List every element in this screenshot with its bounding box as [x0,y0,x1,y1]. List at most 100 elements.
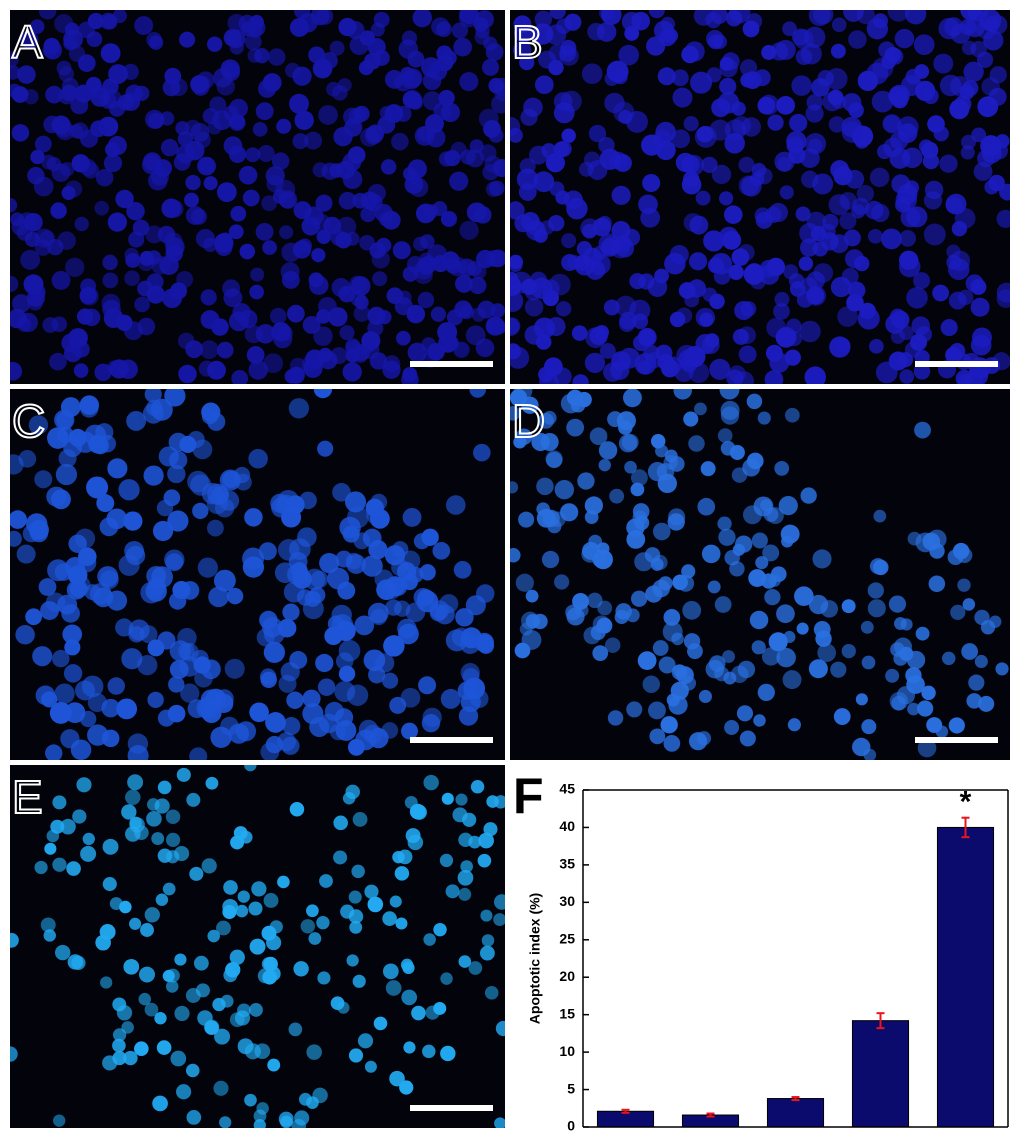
cell [12,294,31,313]
cell [155,893,169,906]
cell [216,341,234,359]
cell [380,159,397,175]
cell [899,229,917,247]
cell [184,192,199,208]
cell [174,953,187,966]
cell [774,291,790,307]
cell [701,156,718,174]
cell [288,398,310,419]
cell [518,183,537,201]
cell [525,589,539,603]
cell [521,278,538,295]
cell [457,869,474,886]
cell [324,626,343,646]
cell [800,487,817,504]
cell [860,620,874,634]
cell [319,553,340,574]
cell [945,197,963,214]
cell [412,10,432,28]
cell [584,496,604,515]
error-bar [961,816,970,839]
cell [784,349,801,366]
cell [611,351,631,371]
cell [615,295,637,317]
cell [260,671,277,688]
cell [317,678,336,696]
cell [207,929,220,943]
cell [728,264,744,280]
cell [345,552,363,570]
cell [156,1040,172,1055]
cell [47,427,69,449]
cell [407,834,424,851]
chart-background [510,765,1015,1134]
cell [904,10,927,25]
cell [164,232,183,251]
cell [256,1102,269,1115]
cell [256,628,275,647]
cell [761,647,781,666]
cell [10,51,19,68]
cell [174,1005,190,1022]
cell [45,85,64,104]
cell [789,273,805,289]
cell [995,134,1010,149]
cell [531,277,553,299]
cell [560,90,582,112]
cell [736,705,754,722]
cell [342,362,362,382]
cell [151,255,171,275]
cell [401,370,419,384]
cell [477,853,492,868]
cell [760,499,773,512]
cell [473,17,489,32]
cell [179,435,197,454]
cell [966,693,982,709]
cell [534,10,553,29]
cell [121,648,143,670]
cell [423,774,439,791]
cell [292,240,312,259]
cell [129,917,142,930]
cell [673,389,692,400]
cell [329,40,345,56]
cell [711,164,732,185]
cell [764,589,781,606]
cell [550,511,566,528]
cell [395,917,408,930]
cell [626,518,645,537]
cell [54,14,74,34]
cell [107,136,127,156]
cell [80,845,97,862]
cell [30,149,45,165]
cell [561,254,579,272]
cell [425,114,444,134]
cell [289,93,309,114]
cell [367,602,389,624]
cell [409,803,426,820]
cell [423,933,436,946]
cell [323,216,342,235]
cell [101,729,120,748]
cell [688,435,705,452]
cell [889,308,906,325]
cell [55,121,75,141]
cell [42,317,59,333]
cells [510,389,1009,760]
cell [373,1016,388,1031]
cell [271,152,290,170]
cell [304,131,323,150]
cell [189,747,208,760]
cell [739,730,756,747]
cell [697,497,716,516]
cell [917,700,934,717]
cell [471,307,486,322]
cell [589,326,608,346]
cell [781,535,794,548]
cell [724,550,740,566]
cell [229,949,245,965]
cell [798,256,814,271]
cell [889,691,909,711]
cell [510,271,519,286]
cell [961,134,976,150]
